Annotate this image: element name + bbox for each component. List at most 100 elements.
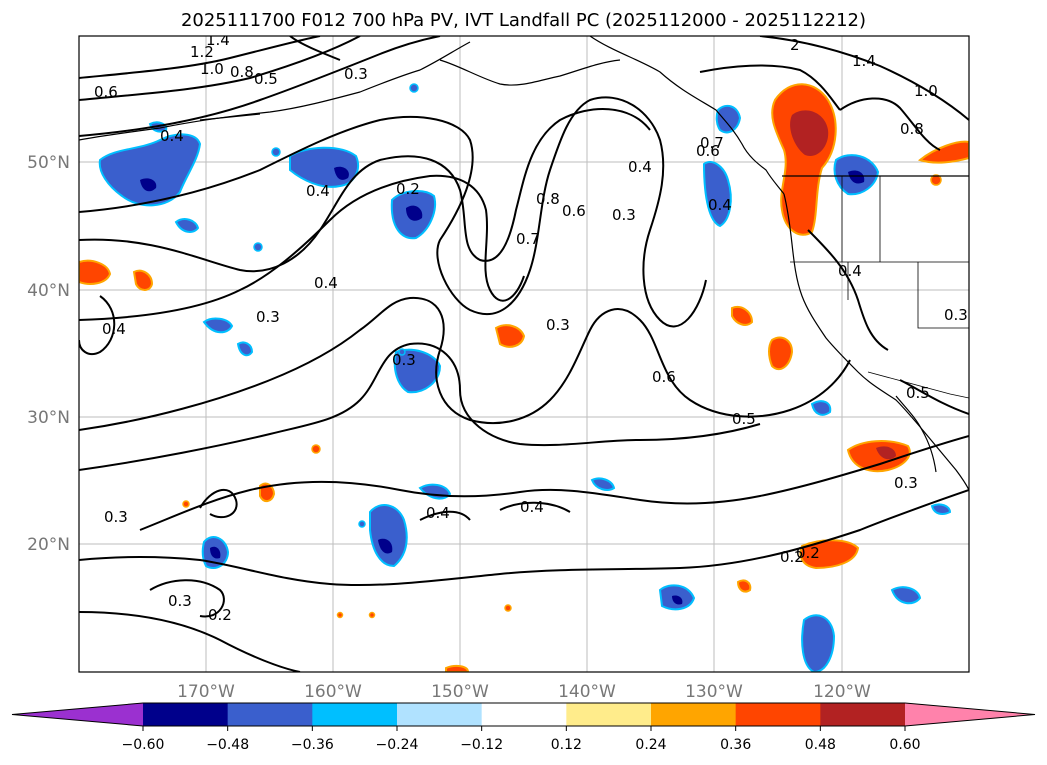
- contour-label: 0.4: [838, 262, 862, 280]
- ivt-pos-dot5: [368, 611, 376, 619]
- border-mexico: [867, 371, 969, 399]
- contour-18: [839, 97, 941, 151]
- ivt-pos-pnw: [771, 83, 837, 236]
- lat-label: 30°N: [27, 408, 70, 428]
- colorbar-tick-label: 0.48: [805, 737, 836, 753]
- coast-aleutians: [199, 113, 261, 121]
- lat-label: 40°N: [27, 281, 70, 301]
- colorbar-tick-label: −0.12: [460, 737, 503, 753]
- ivt-neg-dot2: [253, 242, 263, 252]
- contour-label: 0.8: [900, 120, 924, 138]
- contour-label: 0.3: [344, 65, 368, 83]
- contour-label: 0.2: [208, 606, 232, 624]
- contour-15: [499, 501, 571, 513]
- contour-17: [759, 36, 969, 121]
- contour-3: [79, 36, 441, 137]
- contour-4: [79, 96, 707, 328]
- coastlines: [79, 36, 969, 491]
- longitude-labels: 170°W 160°W 150°W 140°W 130°W 120°W: [177, 682, 871, 702]
- contour-label: 0.3: [104, 508, 128, 526]
- coast-baja: [895, 395, 937, 473]
- ivt-pos-baja: [846, 440, 911, 473]
- contour-label: 0.5: [732, 410, 756, 428]
- lon-label: 140°W: [558, 682, 616, 702]
- colorbar-segment: [651, 703, 737, 726]
- contour-label: 0.2: [796, 544, 820, 562]
- contour-1: [79, 36, 321, 79]
- ivt-negative-regions: [98, 83, 952, 672]
- ivt-pos-dot4: [336, 611, 344, 619]
- ivt-pos-dot2: [182, 500, 190, 508]
- contour-label: 0.4: [708, 196, 732, 214]
- contour-8: [79, 342, 761, 471]
- colorbar-extend-max: [905, 703, 1035, 726]
- contour-13: [199, 488, 238, 519]
- colorbar-tick-label: −0.24: [376, 737, 419, 753]
- contour-label: 0.3: [256, 308, 280, 326]
- ivt-neg-c2: [369, 504, 408, 568]
- contour-9: [139, 435, 969, 531]
- ivt-pos-mex: [799, 539, 860, 570]
- contour-label: 0.3: [612, 206, 636, 224]
- ivt-neg-c4: [590, 477, 616, 491]
- contour-21: [79, 295, 116, 356]
- ivt-pos-small1: [132, 269, 154, 291]
- ivt-pos-small4: [445, 664, 470, 672]
- contour-label: 0.2: [780, 548, 804, 566]
- colorbar-segment: [820, 703, 906, 726]
- contour-label: 0.6: [652, 368, 676, 386]
- contour-14: [419, 510, 471, 521]
- colorbar-tick-label: 0.24: [635, 737, 666, 753]
- ivt-pos-baja-core: [876, 446, 896, 460]
- ivt-neg-c1: [393, 348, 442, 394]
- lat-label: 50°N: [27, 153, 70, 173]
- contour-label: 0.3: [168, 592, 192, 610]
- coast-alaska: [79, 41, 471, 141]
- ivt-neg-dot4: [358, 520, 366, 528]
- contour-label: 0.3: [894, 474, 918, 492]
- coast-bc: [589, 36, 785, 195]
- contour-2: [79, 36, 361, 101]
- colorbar-tick-label: 0.36: [720, 737, 751, 753]
- contour-label: 0.4: [628, 158, 652, 176]
- ivt-neg-ca-core: [848, 170, 865, 184]
- contour-label: 0.3: [392, 351, 416, 369]
- colorbar-segment: [312, 703, 398, 726]
- ivt-neg-w3: [236, 341, 254, 357]
- contour-16: [699, 64, 841, 111]
- colorbar-segment: [735, 703, 821, 726]
- ivt-neg-pnw2: [715, 104, 742, 134]
- lat-label: 20°N: [27, 535, 70, 555]
- colorbar-extend-min: [12, 703, 143, 726]
- ivt-neg-n-core: [334, 166, 349, 180]
- ivt-pos-dot3: [504, 604, 512, 612]
- contour-label: 0.6: [562, 202, 586, 220]
- colorbar-segment: [566, 703, 652, 726]
- contour-label: 0.3: [546, 316, 570, 334]
- contour-20: [899, 379, 969, 415]
- contour-label: 0.4: [314, 274, 338, 292]
- lon-label: 150°W: [431, 682, 489, 702]
- contour-label: 1.0: [200, 60, 224, 78]
- contour-label: 0.4: [520, 498, 544, 516]
- ivt-neg-mid-core: [406, 205, 423, 221]
- contour-label: 0.4: [102, 320, 126, 338]
- ivt-pos-west: [79, 259, 112, 285]
- latitude-labels: 50°N 40°N 30°N 20°N: [27, 153, 70, 555]
- contour-label: 0.7: [700, 134, 724, 152]
- colorbar-tick-label: 0.60: [889, 737, 920, 753]
- contour-label: 0.8: [536, 190, 560, 208]
- colorbar: −0.60 −0.48 −0.36 −0.24 −0.12 0.12 0.24 0.36 0.4…: [11, 702, 1036, 753]
- contour-11: [79, 611, 301, 672]
- ivt-pos-mid: [494, 324, 526, 348]
- ivt-neg-sw-core: [210, 546, 221, 559]
- contour-label: 0.5: [906, 384, 930, 402]
- lon-label: 130°W: [685, 682, 743, 702]
- ivt-pos-canada: [917, 140, 969, 164]
- contour-label: 0.3: [944, 306, 968, 324]
- ivt-neg-w2: [202, 317, 234, 334]
- ivt-neg-s5: [930, 503, 952, 515]
- colorbar-tick-label: −0.48: [206, 737, 249, 753]
- ivt-neg-s3: [890, 586, 922, 605]
